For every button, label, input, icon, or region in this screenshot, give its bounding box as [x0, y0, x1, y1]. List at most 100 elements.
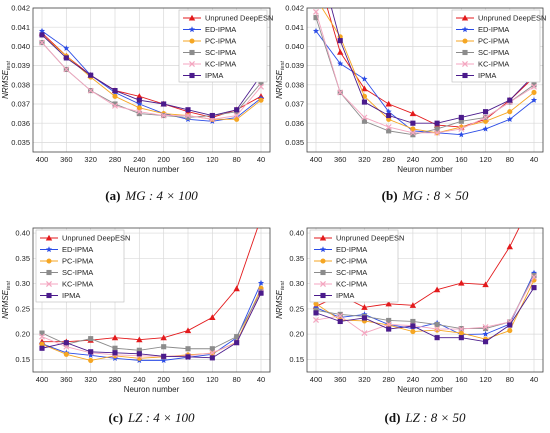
- data-point: [385, 100, 392, 107]
- plot-frame: [306, 227, 544, 373]
- data-point: [385, 300, 392, 307]
- caption-tag: (a): [105, 188, 120, 203]
- data-point: [337, 318, 343, 325]
- legend-label: SC-IPMA: [205, 48, 236, 57]
- legend-marker: [320, 258, 326, 264]
- y-axis-label: NRMSEtest: [275, 61, 286, 99]
- data-point: [258, 97, 264, 103]
- data-point: [531, 272, 537, 279]
- legend-label: KC-IPMA: [478, 60, 509, 69]
- legend-marker: [319, 246, 327, 253]
- y-tick-label: 0.40: [289, 229, 304, 238]
- data-point: [337, 60, 344, 67]
- x-tick-label: 120: [479, 375, 492, 384]
- data-point: [361, 93, 368, 99]
- y-tick-label: 0.040: [285, 42, 304, 51]
- caption-tag: (b): [382, 188, 398, 203]
- data-point: [507, 328, 513, 334]
- y-tick-label: 0.038: [11, 80, 30, 89]
- y-tick-label: 0.20: [289, 330, 304, 339]
- x-tick-label: 240: [407, 155, 420, 164]
- data-point: [160, 112, 167, 119]
- y-tick-label: 0.30: [15, 279, 30, 288]
- data-point: [482, 125, 489, 132]
- data-point: [39, 330, 45, 336]
- y-tick-label: 0.040: [11, 42, 30, 51]
- data-point: [112, 102, 118, 109]
- data-point: [482, 324, 489, 331]
- series-line-unpruned-deepesn: [42, 228, 258, 343]
- legend-marker: [188, 26, 196, 33]
- x-tick-label: 120: [479, 155, 492, 164]
- x-tick-label: 280: [109, 375, 122, 384]
- x-axis-label: Neuron number: [397, 165, 453, 174]
- y-tick-label: 0.035: [285, 138, 304, 147]
- data-point: [136, 347, 142, 353]
- data-point: [507, 322, 513, 328]
- y-axis-label-sub: test: [280, 61, 286, 70]
- data-point: [409, 302, 417, 308]
- legend-marker: [320, 292, 326, 299]
- panel-caption: (d) LZ : 8 × 50: [385, 410, 466, 425]
- data-point: [385, 108, 392, 115]
- series-group: [312, 228, 538, 345]
- data-point: [482, 109, 489, 115]
- data-point: [458, 279, 465, 286]
- legend-marker: [46, 281, 52, 287]
- legend-item: PC-IPMA: [183, 37, 236, 46]
- data-point: [185, 114, 191, 120]
- legend-box: [451, 9, 541, 83]
- legend-item: Unpruned DeepESN: [40, 234, 130, 243]
- y-tick-label: 0.039: [285, 61, 304, 70]
- y-tick-label: 0.035: [11, 138, 30, 147]
- data-point: [39, 39, 45, 46]
- x-tick-label: 360: [60, 375, 73, 384]
- data-point: [410, 120, 416, 126]
- legend-label: ED-IPMA: [478, 25, 509, 34]
- legend-label: IPMA: [62, 291, 80, 300]
- legend-label: KC-IPMA: [62, 280, 93, 289]
- legend-item: Unpruned DeepESN: [456, 14, 546, 23]
- series-line-ipma: [41, 292, 262, 359]
- data-point: [234, 116, 240, 122]
- data-point: [38, 27, 46, 34]
- data-point: [531, 285, 537, 291]
- legend-item: PC-IPMA: [40, 257, 93, 266]
- data-point: [160, 334, 167, 341]
- data-point: [361, 85, 368, 92]
- legend-label: IPMA: [336, 291, 354, 300]
- data-point: [39, 333, 45, 340]
- data-point: [185, 112, 191, 119]
- x-tick-label: 360: [60, 155, 73, 164]
- legend-item: Unpruned DeepESN: [314, 234, 404, 243]
- y-tick-label: 0.15: [289, 355, 304, 364]
- data-point: [458, 114, 464, 120]
- data-point: [136, 100, 143, 107]
- data-point: [209, 314, 216, 320]
- data-point: [112, 350, 118, 356]
- data-point: [361, 114, 368, 121]
- data-point: [409, 110, 417, 117]
- data-point: [386, 326, 392, 332]
- y-axis-label-main: NRMSE: [1, 69, 10, 99]
- data-point: [410, 318, 416, 325]
- data-point: [506, 116, 513, 122]
- y-tick-label: 0.037: [285, 100, 304, 109]
- legend-marker: [46, 258, 52, 264]
- x-tick-label: 200: [157, 155, 170, 164]
- legend-label: SC-IPMA: [478, 48, 509, 57]
- series-line-ipma: [41, 34, 262, 116]
- legend-item: SC-IPMA: [40, 268, 93, 277]
- legend: Unpruned DeepESN ED-IPMA PC-IPMA SC-IPMA KC-…: [178, 9, 273, 83]
- x-tick-label: 120: [206, 155, 219, 164]
- data-point: [507, 97, 513, 103]
- x-axis-label: Neuron number: [124, 385, 180, 394]
- y-axis-label: NRMSEtest: [1, 61, 12, 99]
- x-tick-label: 240: [133, 155, 146, 164]
- series-line-kc-ipma: [315, 11, 535, 134]
- chart-panel-b: 0.035 0.036 0.037 0.038 0.039 0.040 0.041 0.042…: [275, 4, 546, 203]
- data-point: [258, 80, 264, 86]
- data-point: [482, 114, 489, 121]
- caption-tag: (d): [385, 410, 401, 425]
- legend-marker: [461, 26, 469, 33]
